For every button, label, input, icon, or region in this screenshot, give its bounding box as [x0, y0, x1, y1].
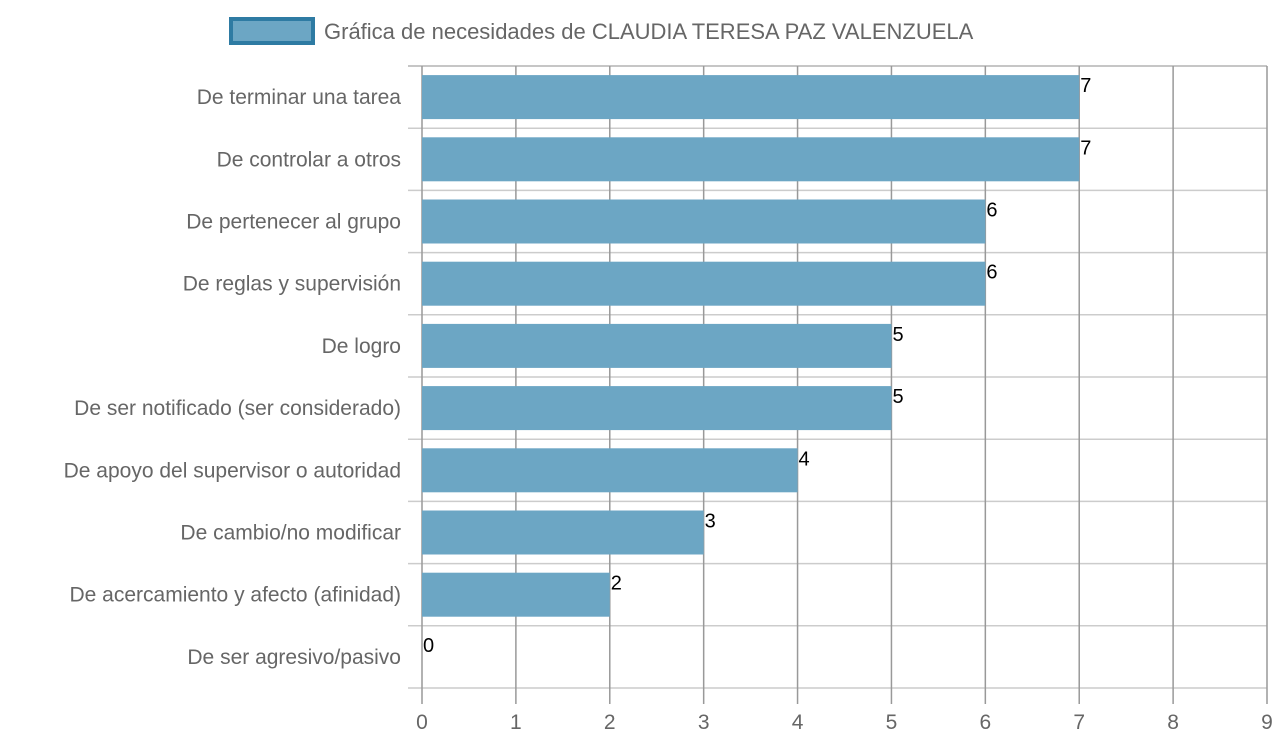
legend[interactable]: Gráfica de necesidades de CLAUDIA TERESA… — [229, 17, 974, 45]
x-tick-label: 7 — [1073, 711, 1085, 734]
data-label: 6 — [986, 200, 997, 222]
x-tick-label: 9 — [1261, 711, 1273, 734]
bar[interactable] — [422, 386, 892, 431]
category-label: De pertenecer al grupo — [186, 211, 401, 234]
x-tick-label: 0 — [416, 711, 428, 734]
data-label: 4 — [799, 448, 810, 470]
x-tick-label: 1 — [510, 711, 522, 734]
data-label: 7 — [1080, 75, 1091, 97]
bars-layer — [422, 75, 1080, 617]
category-label: De cambio/no modificar — [180, 522, 401, 545]
data-label: 0 — [423, 635, 434, 657]
bar[interactable] — [422, 261, 986, 306]
category-label: De reglas y supervisión — [183, 273, 401, 296]
x-tick-label: 6 — [979, 711, 991, 734]
category-label: De acercamiento y afecto (afinidad) — [70, 584, 402, 607]
bar[interactable] — [422, 199, 986, 244]
data-label: 2 — [611, 573, 622, 595]
data-label: 5 — [892, 324, 903, 346]
bar[interactable] — [422, 510, 704, 555]
x-tick-label: 5 — [886, 711, 898, 734]
legend-swatch — [229, 17, 315, 45]
bar[interactable] — [422, 137, 1080, 182]
bar[interactable] — [422, 75, 1080, 120]
bar[interactable] — [422, 323, 892, 368]
x-tick-label: 3 — [698, 711, 710, 734]
x-tick-label: 2 — [604, 711, 616, 734]
bar[interactable] — [422, 448, 798, 493]
data-label: 3 — [705, 511, 716, 533]
labels-layer: 0 1 2 3 4 5 6 7 8 9 De terminar una tarea 7 De contr… — [64, 75, 1273, 734]
x-tick-label: 8 — [1167, 711, 1179, 734]
bar[interactable] — [422, 572, 610, 617]
category-label: De apoyo del supervisor o autoridad — [64, 459, 401, 482]
data-label: 7 — [1080, 137, 1091, 159]
data-label: 5 — [892, 386, 903, 408]
category-label: De controlar a otros — [217, 148, 401, 171]
category-label: De logro — [322, 335, 401, 358]
x-tick-label: 4 — [792, 711, 804, 734]
category-label: De ser notificado (ser considerado) — [74, 397, 401, 420]
data-label: 6 — [986, 262, 997, 284]
category-label: De ser agresivo/pasivo — [187, 646, 401, 669]
legend-label: Gráfica de necesidades de CLAUDIA TERESA… — [324, 19, 974, 44]
category-label: De terminar una tarea — [197, 86, 402, 109]
